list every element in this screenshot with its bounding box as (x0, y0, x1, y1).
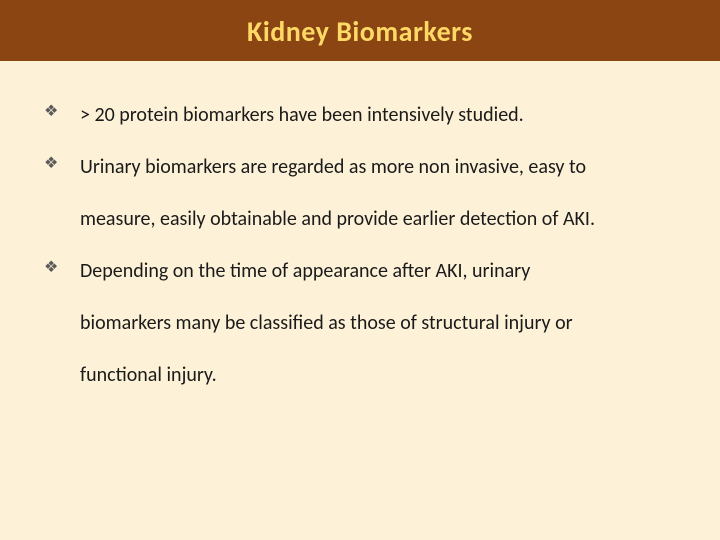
bullet-item: ❖Urinary biomarkers are regarded as more… (44, 141, 676, 193)
slide-body: ❖> 20 protein biomarkers have been inten… (0, 61, 720, 540)
bullet-item: ❖> 20 protein biomarkers have been inten… (44, 89, 676, 141)
bullet-item: ❖Depending on the time of appearance aft… (44, 245, 676, 297)
bullet-text-continuation: functional injury. (44, 349, 676, 401)
diamond-bullet-icon: ❖ (44, 245, 80, 289)
diamond-bullet-icon: ❖ (44, 141, 80, 185)
bullet-text-continuation: biomarkers many be classified as those o… (44, 297, 676, 349)
slide-container: Kidney Biomarkers ❖> 20 protein biomarke… (0, 0, 720, 540)
bullet-text-line: > 20 protein biomarkers have been intens… (80, 89, 676, 141)
bullet-text-line: Depending on the time of appearance afte… (80, 245, 676, 297)
slide-title: Kidney Biomarkers (0, 14, 720, 49)
diamond-bullet-icon: ❖ (44, 89, 80, 133)
bullet-text-continuation: measure, easily obtainable and provide e… (44, 193, 676, 245)
bullets-list: ❖> 20 protein biomarkers have been inten… (44, 89, 676, 401)
slide-header: Kidney Biomarkers (0, 0, 720, 61)
bullet-text-line: Urinary biomarkers are regarded as more … (80, 141, 676, 193)
